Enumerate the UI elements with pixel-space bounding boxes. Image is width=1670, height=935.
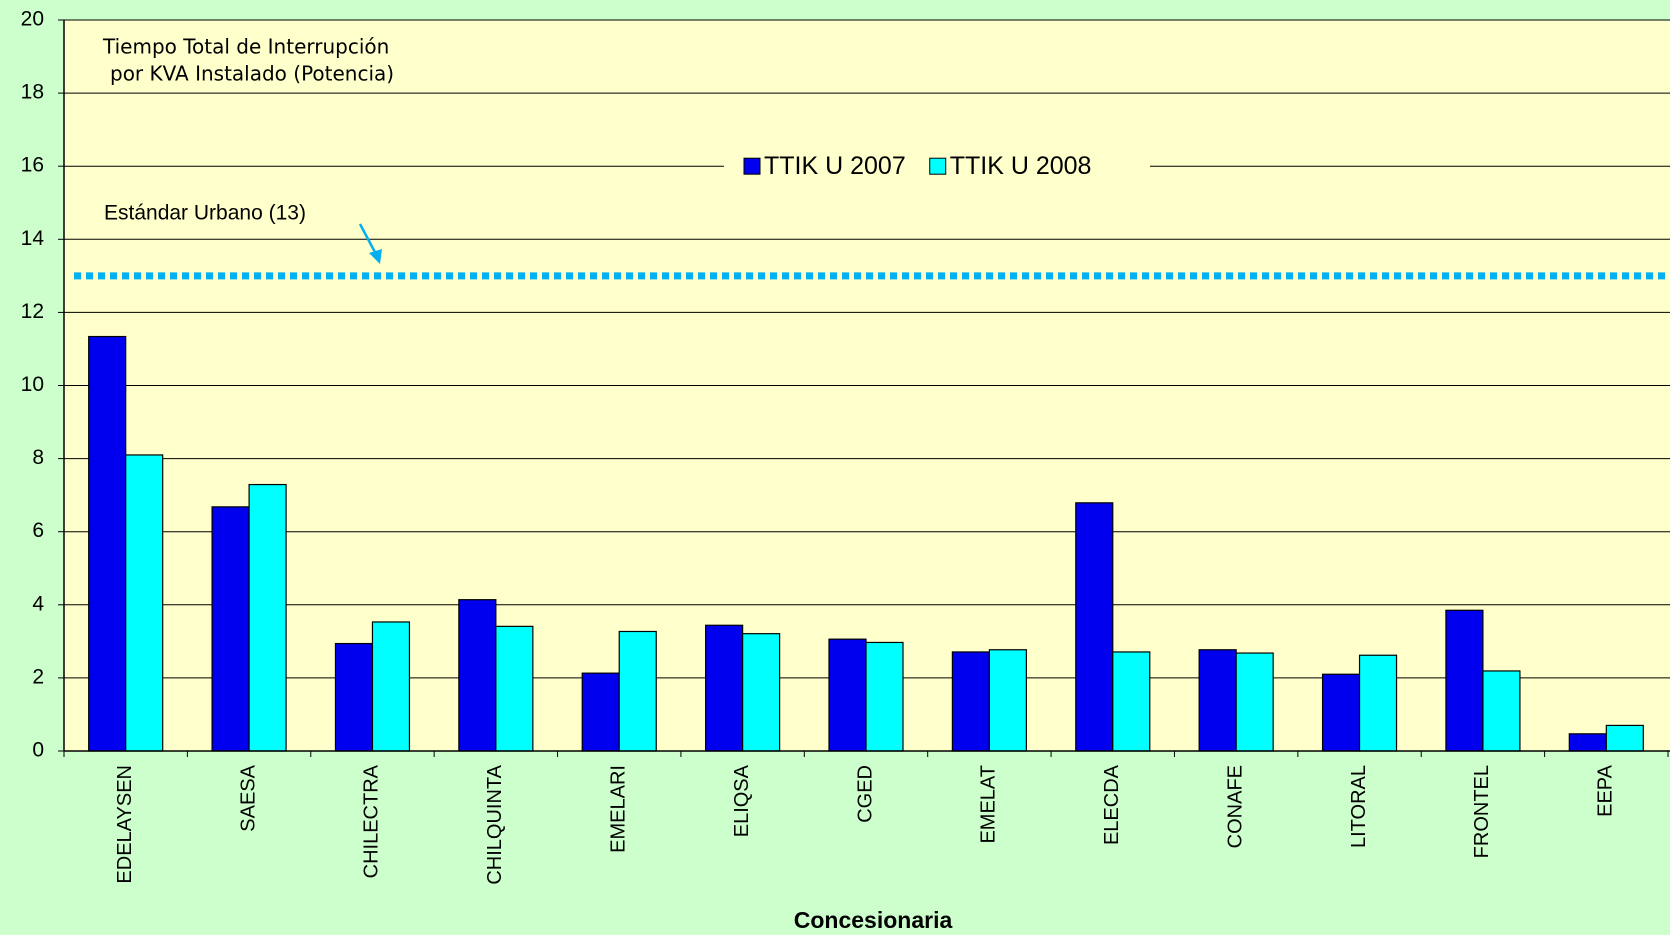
bar (618, 630, 657, 752)
bar (1605, 724, 1644, 752)
bar (88, 335, 127, 752)
y-tick-label: 18 (21, 81, 44, 104)
y-tick-label: 10 (21, 373, 44, 396)
marks (74, 272, 1670, 752)
x-tick-label: CGED (854, 765, 876, 823)
bar (705, 624, 744, 752)
y-tick-label: 12 (21, 300, 44, 323)
bar (371, 621, 411, 752)
y-tick-label: 2 (32, 665, 44, 688)
bar (951, 651, 990, 752)
bar (1568, 733, 1607, 752)
x-tick-label: EDELAYSEN (114, 765, 136, 884)
x-tick-label: LITORAL (1348, 765, 1370, 848)
bar (828, 638, 867, 752)
bar (1075, 502, 1114, 752)
bar (1198, 649, 1237, 752)
bar (1482, 670, 1521, 752)
y-tick-label: 4 (32, 592, 44, 615)
legend: TTIK U 2007 TTIK U 2008 (724, 144, 1150, 189)
legend-swatch (929, 157, 947, 175)
annotation: Estándar Urbano (13) (104, 202, 306, 225)
grid (58, 19, 1670, 757)
x-tick-label: CHILECTRA (361, 764, 383, 878)
chart-title: Tiempo Total de Interrupción (102, 35, 389, 59)
x-tick-label: CONAFE (1224, 765, 1246, 848)
legend-label: TTIK U 2007 (764, 152, 906, 180)
bar (1358, 654, 1398, 752)
bar (1235, 652, 1274, 752)
x-tick-label: EEPA (1595, 764, 1617, 817)
bar (865, 641, 904, 752)
bar (248, 483, 287, 752)
y-tick-label: 6 (32, 519, 44, 542)
bar (1112, 651, 1151, 752)
overlay: 0 2 4 6 8 10 12 14 16 18 20 EDELAYSEN SAESA CHILECTRA… (21, 8, 1617, 885)
y-tick-label: 20 (21, 8, 44, 31)
x-tick-label: EMELARI (608, 765, 630, 853)
bar (458, 599, 497, 752)
legend-label: TTIK U 2008 (950, 152, 1092, 180)
arrow-head (369, 249, 382, 264)
chart-title: por KVA Instalado (Potencia) (110, 62, 394, 86)
annotation-arrow (358, 223, 379, 257)
x-tick-label: CHILQUINTA (484, 764, 506, 884)
bar (211, 506, 250, 752)
x-tick-label: FRONTEL (1471, 765, 1493, 858)
x-tick-label: EMELAT (978, 765, 1000, 844)
y-tick-label: 14 (21, 227, 45, 250)
bar (1445, 609, 1484, 752)
y-tick-label: 8 (32, 446, 44, 469)
x-axis-title: Concesionaria (794, 907, 953, 933)
bar (988, 649, 1027, 752)
bar (1321, 673, 1361, 752)
bar (581, 672, 620, 752)
bar (334, 642, 374, 752)
y-tick-label: 0 (32, 739, 44, 762)
bar (742, 633, 781, 752)
legend-swatch (743, 157, 761, 175)
x-tick-label: ELECDA (1101, 764, 1123, 845)
x-tick-label: SAESA (237, 764, 259, 831)
bar (125, 454, 164, 752)
x-tick-label: ELIQSA (731, 764, 753, 837)
y-tick-label: 16 (21, 154, 44, 177)
bar (495, 625, 534, 752)
